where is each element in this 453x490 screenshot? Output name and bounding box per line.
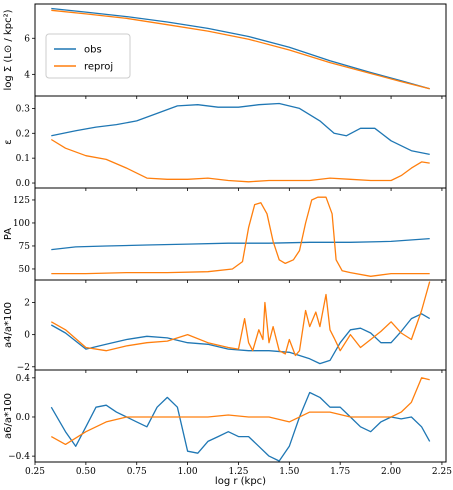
y-axis-label: ε bbox=[3, 139, 14, 144]
axes-frame bbox=[34, 95, 447, 189]
series-line-obs bbox=[51, 237, 430, 251]
legend-box bbox=[45, 33, 131, 79]
x-axis-label: log r (kpc) bbox=[215, 476, 266, 487]
y-tick-label: 0.1 bbox=[16, 154, 30, 164]
series-line-reproj bbox=[50, 281, 431, 357]
panel-3: 50 75 100 125 PA bbox=[3, 187, 447, 283]
y-tick-label: 4 bbox=[24, 70, 30, 80]
x-tick-label: 1.25 bbox=[228, 467, 248, 477]
series-line-reproj bbox=[50, 377, 430, 446]
y-axis-label: a6/a*100 bbox=[3, 393, 14, 439]
y-tick-label: 0.0 bbox=[16, 179, 31, 189]
panel-1: 4 6 log Σ (L⊙ / kpc²) obs reproj bbox=[3, 3, 447, 99]
series-line-reproj bbox=[51, 196, 430, 277]
y-tick-label: 0.3 bbox=[16, 104, 31, 114]
y-tick-label: 0 bbox=[24, 331, 30, 341]
x-tick-label: 2.00 bbox=[381, 467, 401, 477]
y-axis-label: PA bbox=[3, 228, 14, 240]
x-tick-label: 0.50 bbox=[76, 467, 96, 477]
x-tick-label: 0.25 bbox=[25, 467, 45, 477]
y-tick-label: −2 bbox=[17, 363, 30, 373]
y-tick-label: 0.0 bbox=[16, 413, 31, 423]
y-tick-label: 0.2 bbox=[16, 129, 30, 139]
y-tick-label: 2 bbox=[24, 299, 30, 309]
y-tick-label: 100 bbox=[13, 219, 30, 229]
legend-label-reproj: reproj bbox=[84, 62, 113, 73]
x-tick-label: 0.75 bbox=[127, 467, 147, 477]
y-tick-label: −0.4 bbox=[8, 452, 30, 462]
y-axis-label: a4/a*100 bbox=[3, 302, 14, 348]
panel-5: −0.4 0.0 0.4 0.25 0.50 0.75 1.00 1.25 1.50 1.75 2.… bbox=[3, 369, 452, 487]
series-line-obs bbox=[51, 102, 430, 156]
series-line-obs bbox=[50, 391, 431, 462]
x-tick-label: 1.75 bbox=[330, 467, 350, 477]
series-line-reproj bbox=[51, 9, 430, 90]
y-tick-label: 125 bbox=[13, 196, 30, 206]
axes-frame bbox=[34, 279, 447, 371]
axes-frame bbox=[34, 369, 447, 463]
y-tick-label: 50 bbox=[19, 265, 31, 275]
legend-label-obs: obs bbox=[84, 45, 102, 56]
x-tick-label: 2.25 bbox=[432, 467, 452, 477]
panel-2: 0.0 0.1 0.2 0.3 ε bbox=[3, 95, 447, 191]
x-tick-label: 1.50 bbox=[279, 467, 299, 477]
legend: obs reproj bbox=[45, 33, 131, 79]
y-axis-label: log Σ (L⊙ / kpc²) bbox=[3, 9, 14, 90]
x-tick-label: 1.00 bbox=[178, 467, 198, 477]
panel-4: −2 0 2 a4/a*100 bbox=[3, 279, 447, 373]
series-line-obs bbox=[51, 7, 430, 90]
y-tick-label: 0.4 bbox=[16, 374, 31, 384]
y-tick-label: 6 bbox=[24, 34, 30, 44]
y-tick-label: 75 bbox=[19, 242, 31, 252]
axes-frame bbox=[34, 187, 447, 281]
series-line-reproj bbox=[50, 138, 430, 183]
series-line-obs bbox=[50, 313, 431, 365]
